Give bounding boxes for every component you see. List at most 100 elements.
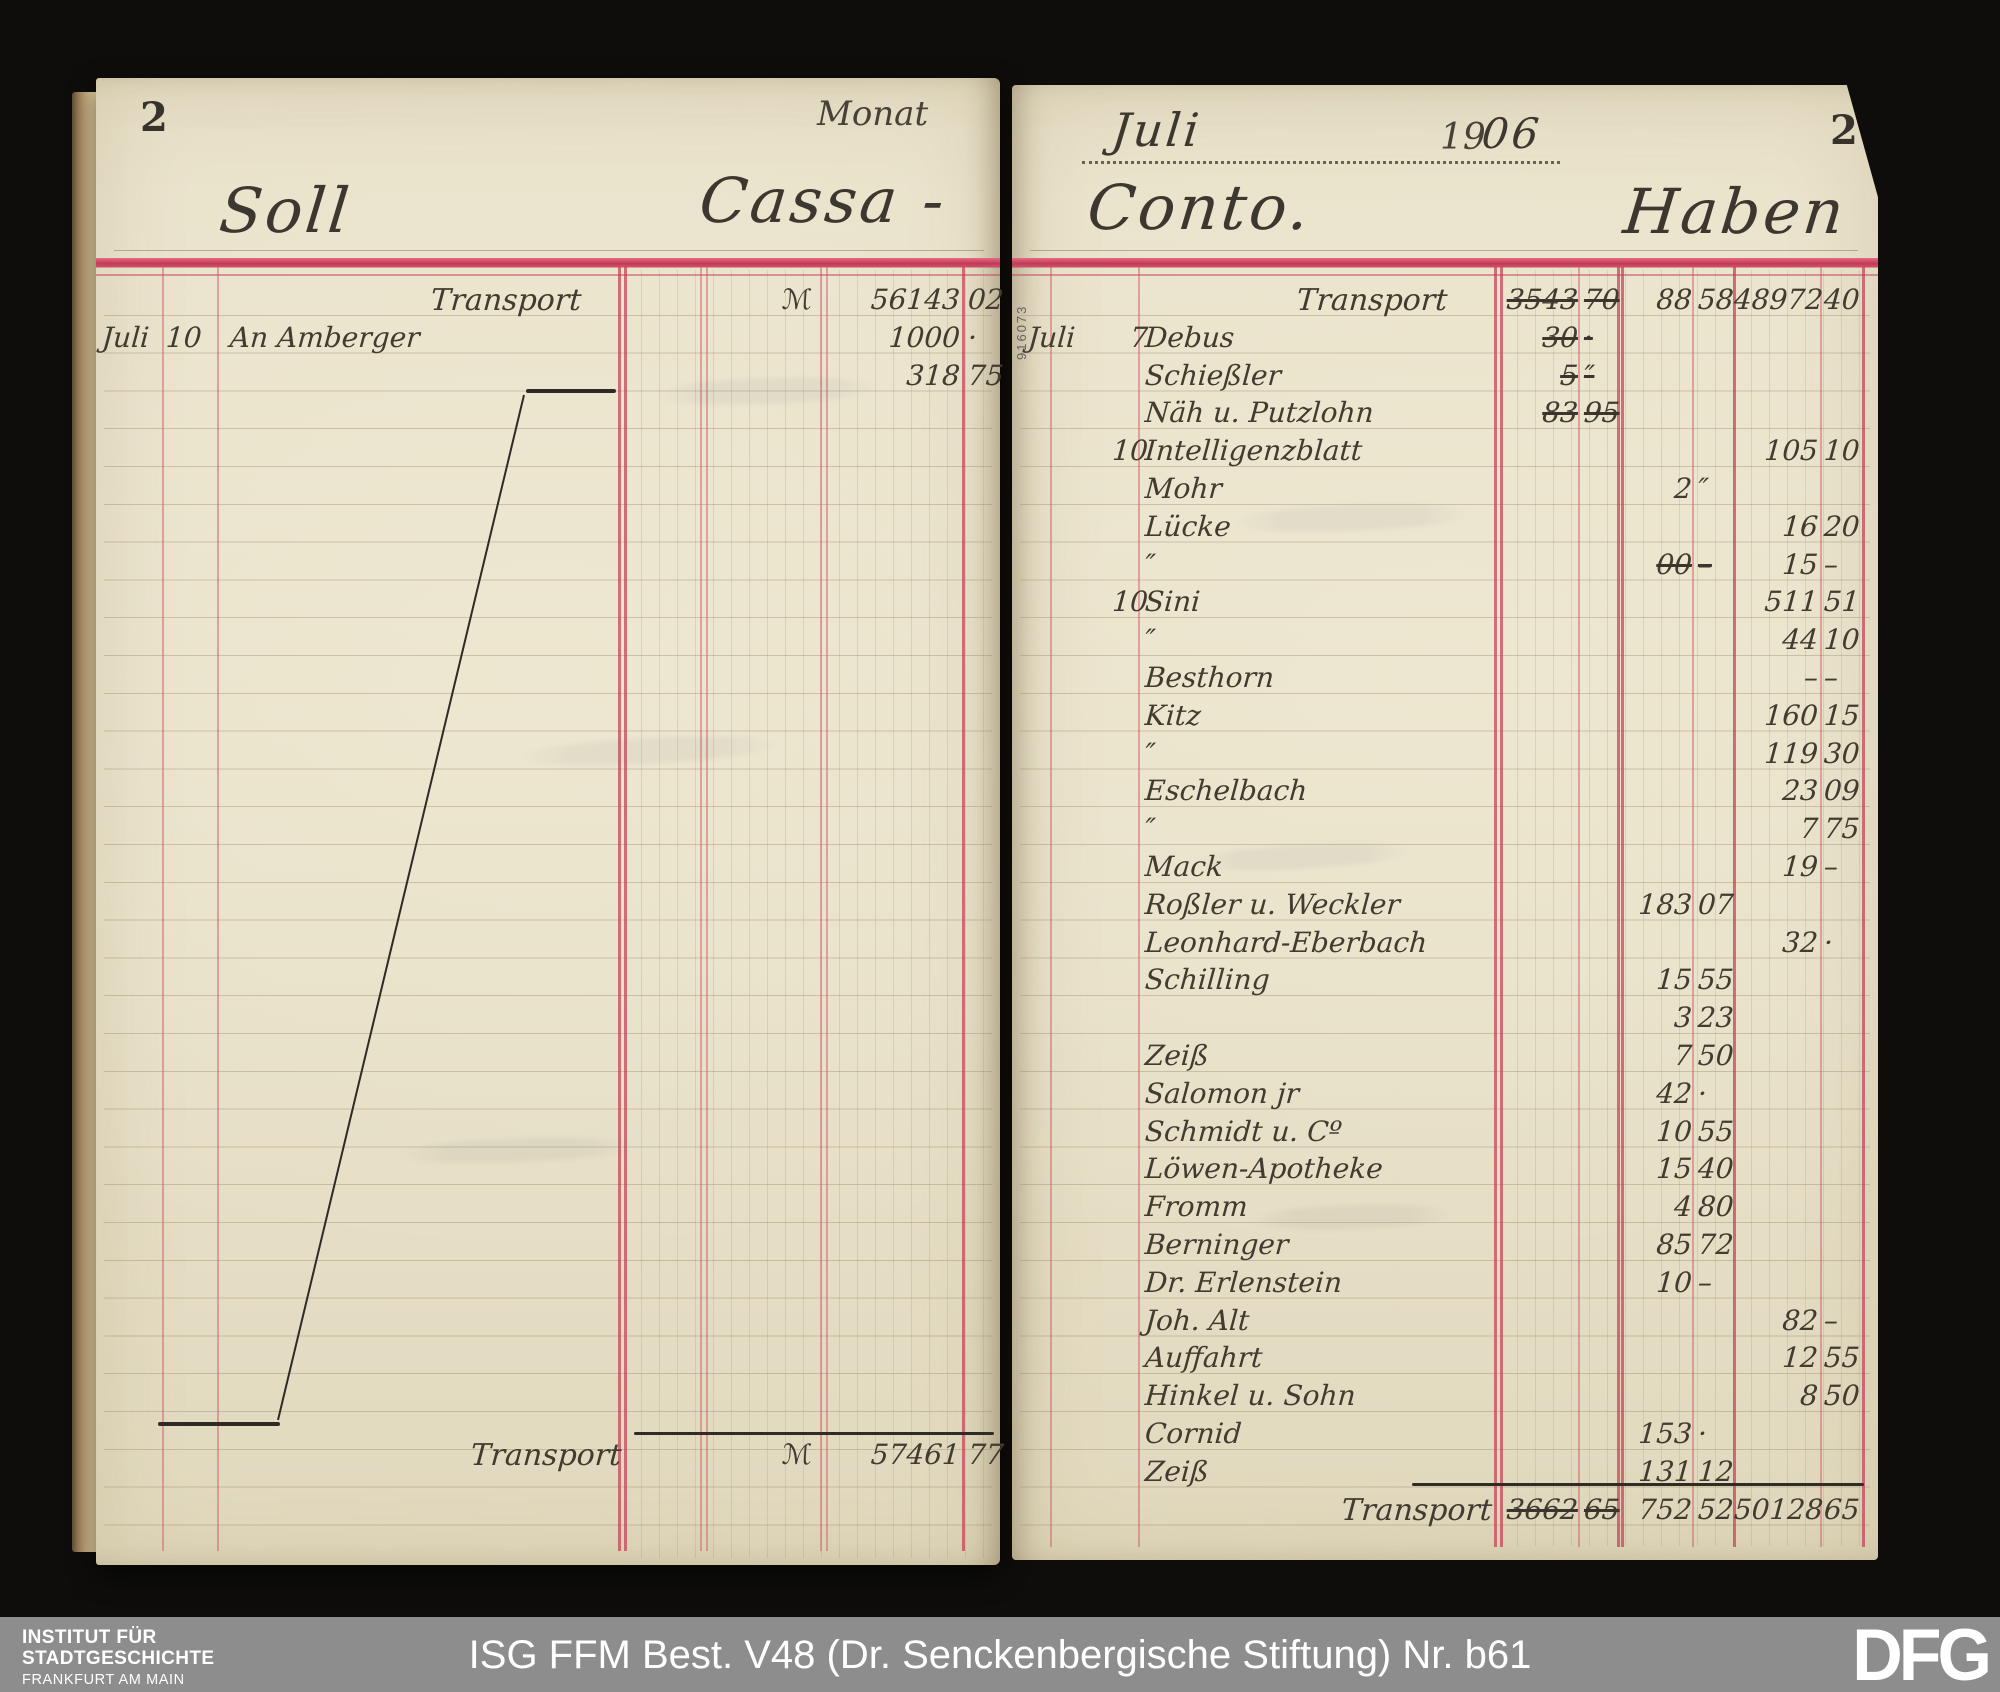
amount-pfennig-c3: 15 [1822, 698, 1861, 732]
entry-description: Schießler [1143, 358, 1283, 392]
ledger-row: Roßler u. Weckler 183 07 [1012, 888, 1878, 925]
entry-description: ″ [1143, 736, 1157, 770]
amount-mark-c3: 15 [1781, 547, 1820, 581]
ledger-row: Salomon jr 42 · [1012, 1077, 1878, 1114]
amount-mark-c3: 105 [1763, 434, 1820, 468]
amount-pfennig-c3: 10 [1822, 623, 1861, 657]
amount-pfennig-c1: 95 [1582, 396, 1621, 430]
entry-month: Juli [100, 320, 151, 354]
column-line [1050, 267, 1052, 1547]
column-line [1733, 267, 1736, 1547]
amount-mark-c2: 88 [1655, 283, 1694, 316]
amount-pfennig-c2: 58 [1696, 283, 1735, 316]
year-printed: 19 [1440, 117, 1486, 158]
amount-mark-c3: 19 [1781, 850, 1820, 883]
amount-mark-c3: 48972 [1732, 283, 1825, 316]
dfg-logo: DFG [1852, 1614, 1992, 1692]
ledger-row: Zeiß 131 12 [1012, 1455, 1878, 1492]
entry-description: Transport [1340, 1492, 1494, 1528]
right-page-number: 2 [1830, 107, 1858, 154]
amount-pfennig-c3: 75 [1822, 812, 1861, 846]
ledger-row: Transport ℳ 56143 02 [96, 283, 1004, 320]
currency-symbol: ℳ [780, 283, 814, 316]
institute-line2: STADTGESCHICHTE [22, 1648, 215, 1670]
amount-mark-c1: 3662 [1505, 1492, 1580, 1526]
currency-symbol: ℳ [780, 1438, 814, 1471]
ledger-row: Hinkel u. Sohn 8 50 [1012, 1379, 1878, 1416]
amount-pfennig-c2: – [1696, 547, 1714, 581]
amount-pfennig-c2: 55 [1696, 1114, 1735, 1148]
amount-pfennig-c1: ″ [1582, 358, 1596, 392]
entry-description: Mohr [1143, 472, 1224, 505]
amount-mark-c3: 23 [1781, 774, 1820, 808]
amount-mark-c1: 83 [1541, 396, 1580, 430]
ledger-row-total: Transport ℳ 57461 77 [96, 1438, 1004, 1475]
entry-description: Zeiß [1143, 1039, 1210, 1072]
amount-mark-c1: 30 [1541, 320, 1580, 354]
column-line [1820, 267, 1822, 1547]
amount-mark-c2: 2 [1673, 472, 1694, 505]
entry-description: Kitz [1143, 698, 1203, 732]
amount-mark-c2: 153 [1637, 1417, 1694, 1450]
amount-mark-c2: 4 [1673, 1190, 1694, 1224]
entry-description: Joh. Alt [1143, 1303, 1251, 1337]
amount-pfennig-c3: 20 [1822, 509, 1861, 543]
entry-description: Dr. Erlenstein [1143, 1265, 1344, 1299]
red-rule-thin [1012, 274, 1878, 276]
month-dotted-line [1082, 121, 1560, 164]
entry-description: Eschelbach [1143, 774, 1309, 808]
column-line [1617, 267, 1620, 1547]
amount-pfennig-c2: 72 [1696, 1228, 1735, 1261]
amount-mark-c3: 12 [1781, 1341, 1820, 1375]
amount-pfennig-c2: 23 [1696, 1001, 1735, 1035]
column-line [1138, 267, 1140, 1547]
ledger-row: Lücke 16 20 [1012, 510, 1878, 547]
ledger-row: Cornid 153 · [1012, 1417, 1878, 1454]
amount-mark-c2: 10 [1655, 1265, 1694, 1299]
red-rule [1012, 258, 1878, 267]
column-line [618, 267, 621, 1551]
entry-description: Cornid [1143, 1417, 1243, 1450]
entry-description: Schilling [1143, 963, 1271, 997]
amount-pfennig-c1: 65 [1582, 1492, 1621, 1526]
amount-pfennig-c2: – [1696, 1265, 1714, 1299]
amount-mark-c2: 85 [1655, 1228, 1694, 1261]
ledger-left-page: 2 Soll Monat Cassa - Transport ℳ 56143 02 Ju… [96, 78, 1005, 1565]
amount-mark-c3: 44 [1781, 623, 1820, 657]
entry-day: 10 [1111, 585, 1150, 619]
column-line [1692, 267, 1694, 1547]
ruled-lines [104, 278, 992, 1540]
entry-description: Fromm [1143, 1190, 1249, 1224]
ledger-row: Schießler 5 ″ [1012, 359, 1878, 396]
entry-description: Lücke [1143, 509, 1233, 543]
ledger-row: 318 75 [96, 358, 1004, 396]
entry-description: ″ [1143, 623, 1157, 657]
ledger-row: Joh. Alt 82– [1012, 1304, 1878, 1341]
month-value-handwritten: Juli [1109, 103, 1205, 157]
amount-mark-c1: 3543 [1505, 283, 1580, 316]
entry-description: Debus [1143, 320, 1236, 354]
amount-pfennig-c3: · [1822, 925, 1835, 959]
amount-mark-c2: 7 [1673, 1039, 1694, 1072]
entry-description: Schmidt u. Cº [1143, 1114, 1344, 1148]
ledger-row: Berninger 85 72 [1012, 1228, 1878, 1265]
column-line [826, 267, 828, 1551]
institute-logo-text: INSTITUT FÜR STADTGESCHICHTE FRANKFURT A… [22, 1627, 214, 1688]
ledger-row: Juli 7 Debus 30 · [1012, 321, 1878, 358]
amount-mark-c2: 00 [1655, 547, 1694, 581]
header-underline [1030, 250, 1858, 251]
column-line [962, 267, 965, 1551]
entry-description: Besthorn [1143, 661, 1276, 694]
amount-mark-c2: 42 [1655, 1076, 1694, 1110]
amount-mark-c3: 50128 [1732, 1492, 1825, 1526]
amount-pfennig-c2: 52 [1696, 1492, 1735, 1526]
red-rule [96, 258, 1000, 267]
ledger-row: Fromm 4 80 [1012, 1190, 1878, 1227]
amount-mark-c2: 15 [1655, 963, 1694, 997]
entry-description: ″ [1143, 547, 1157, 581]
ledger-row: Löwen-Apotheke 15 40 [1012, 1152, 1878, 1189]
amount-pfennig-c3: – [1822, 850, 1840, 883]
amount-mark-c3: 32 [1781, 925, 1820, 959]
amount-pfennig-c3: 40 [1822, 283, 1861, 316]
amount-mark: 318 [905, 358, 962, 392]
